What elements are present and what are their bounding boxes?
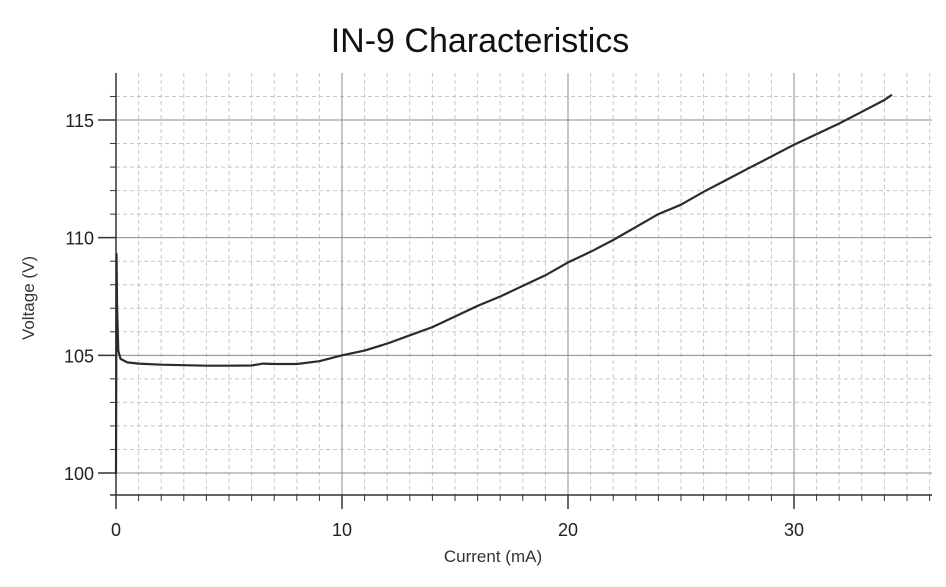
major-gridlines (116, 73, 932, 495)
x-axis-label: Current (mA) (444, 547, 542, 566)
data-series (114, 94, 893, 475)
chart-title: IN-9 Characteristics (331, 22, 630, 60)
y-tick-label: 115 (65, 111, 94, 131)
y-axis-label: Voltage (V) (19, 256, 38, 340)
y-tick-label: 105 (64, 346, 94, 366)
y-tick-label: 100 (64, 464, 94, 484)
x-tick-label: 30 (784, 520, 804, 540)
x-tick-label: 10 (332, 520, 352, 540)
y-tick-label: 110 (65, 229, 94, 249)
x-tick-label: 20 (558, 520, 578, 540)
tick-marks (98, 95, 931, 509)
series-line (114, 94, 893, 475)
x-tick-label: 0 (111, 520, 121, 540)
tick-labels: 0 10 20 30 100 105 110 115 (64, 111, 804, 540)
